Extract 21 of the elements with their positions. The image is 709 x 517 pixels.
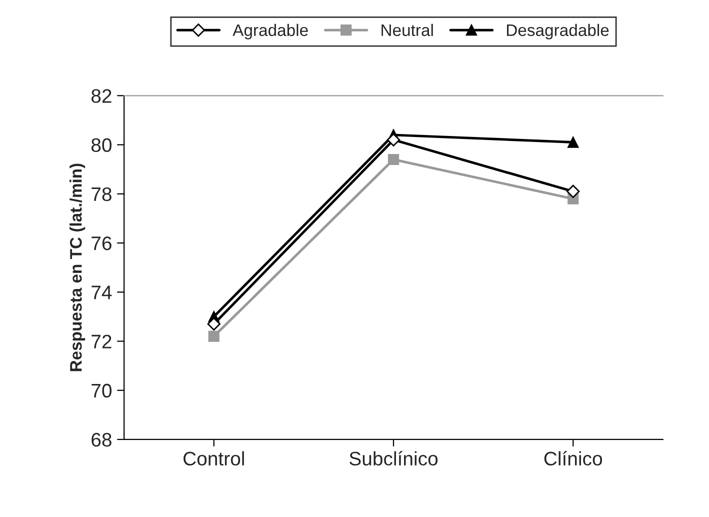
- legend-label: Desagradable: [506, 24, 609, 40]
- y-axis-title: Respuesta en TC (lat./min): [70, 164, 86, 372]
- y-tick-label: 82: [91, 89, 112, 103]
- legend-label: Agradable: [232, 24, 308, 40]
- legend-label: Neutral: [382, 24, 433, 36]
- point: [208, 330, 220, 342]
- y-tick-label: 76: [92, 236, 112, 250]
- x-tick-label: Subclínico: [350, 451, 438, 466]
- y-tick-label: 74: [92, 286, 112, 300]
- point: [388, 154, 400, 166]
- x-tick-label: Clínico: [544, 451, 602, 466]
- x-tick-label: Control: [184, 451, 244, 466]
- y-tick-label: 68: [92, 432, 112, 447]
- point: [566, 184, 580, 198]
- y-tick-label: 70: [92, 384, 112, 398]
- y-tick-label: 80: [91, 138, 112, 152]
- y-tick-label: 72: [92, 334, 112, 348]
- y-tick-label: 78: [92, 187, 112, 202]
- point: [207, 317, 220, 331]
- point: [568, 136, 579, 148]
- point: [386, 133, 400, 146]
